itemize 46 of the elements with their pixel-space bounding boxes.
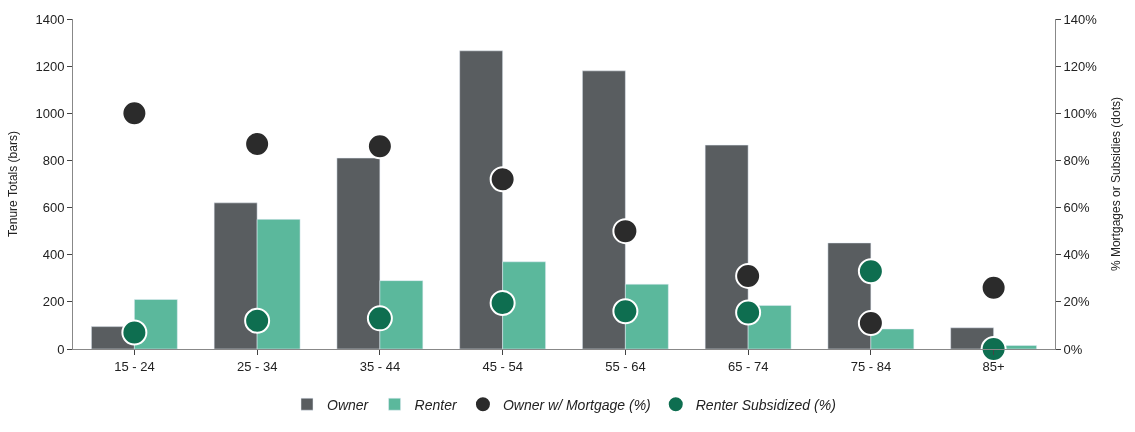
y-tick-label: 600 [42, 200, 65, 216]
y-tick-label: 1400 [35, 11, 65, 27]
point [612, 298, 639, 325]
y2-tick-label: 0% [1063, 341, 1083, 357]
x-tick-label: 45 - 54 [482, 358, 523, 374]
point [857, 258, 884, 285]
y2-tick-label: 80% [1063, 152, 1091, 168]
point [121, 100, 148, 127]
point [366, 305, 393, 332]
y2-tick-label: 120% [1063, 58, 1098, 74]
y2-tick-label: 140% [1063, 11, 1098, 27]
legend-label: Owner [327, 396, 370, 413]
y2-tick-label: 100% [1063, 105, 1098, 121]
point [980, 336, 1007, 362]
legend-label: Owner w/ Mortgage (%) [502, 396, 651, 413]
y-tick-label: 1000 [35, 105, 65, 121]
point [735, 262, 762, 289]
y-axis-title: Tenure Totals (bars) [5, 131, 20, 237]
y-tick-label: 1200 [35, 58, 65, 74]
point [366, 133, 393, 160]
y2-tick-label: 20% [1063, 294, 1091, 310]
point [857, 310, 884, 337]
legend-label: Renter Subsidized (%) [695, 396, 836, 413]
y-tick-label: 800 [42, 152, 65, 168]
point [244, 307, 271, 334]
y-tick-label: 400 [42, 247, 65, 263]
y-tick-label: 0 [57, 341, 65, 357]
x-tick-label: 25 - 34 [236, 358, 278, 374]
legend-label: Renter [414, 396, 458, 413]
x-tick-label: 35 - 44 [359, 358, 401, 374]
y2-tick-label: 60% [1063, 200, 1091, 216]
point [244, 130, 271, 157]
x-tick-label: 15 - 24 [114, 358, 155, 374]
y2-axis-title: % Mortgages or Subsidies (dots) [1109, 96, 1124, 272]
point [489, 290, 516, 317]
point [735, 299, 762, 326]
y-tick-label: 200 [42, 294, 65, 310]
x-tick-label: 85+ [982, 358, 1005, 374]
x-tick-label: 75 - 84 [850, 358, 892, 374]
x-tick-label: 65 - 74 [727, 358, 769, 374]
y2-tick-label: 40% [1063, 247, 1091, 263]
point [489, 166, 516, 193]
point [980, 274, 1007, 301]
point [612, 218, 639, 245]
x-tick-label: 55 - 64 [605, 358, 646, 374]
point [121, 319, 148, 346]
